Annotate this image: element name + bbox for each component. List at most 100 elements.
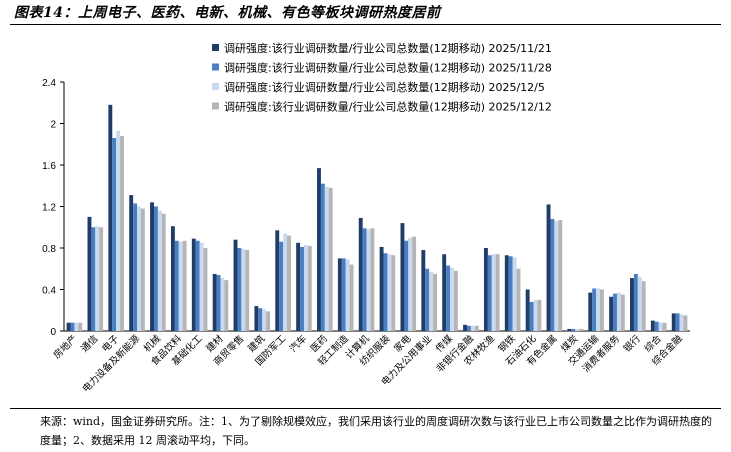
bar	[328, 187, 333, 331]
bar	[140, 208, 145, 331]
bar	[95, 226, 100, 331]
bar	[237, 248, 242, 331]
bar	[129, 195, 134, 331]
bar	[224, 280, 229, 331]
bar	[391, 255, 396, 331]
bar	[258, 308, 263, 331]
bar	[425, 268, 430, 331]
bar	[662, 322, 667, 331]
bar	[108, 104, 113, 331]
y-tick-label: 0.8	[42, 244, 56, 255]
bar	[358, 217, 363, 331]
bar	[596, 288, 600, 331]
y-tick-label: 2.4	[42, 78, 56, 89]
bar	[529, 301, 534, 331]
bar	[133, 203, 138, 331]
source-rule	[10, 408, 721, 409]
bar	[345, 259, 350, 331]
bar	[283, 233, 287, 331]
bar	[592, 288, 597, 331]
bar	[170, 226, 175, 331]
bar	[616, 292, 621, 331]
bar	[433, 273, 437, 331]
bar	[550, 218, 555, 331]
bar	[296, 242, 301, 331]
bar	[470, 325, 475, 331]
bar	[174, 240, 179, 331]
bar	[446, 265, 451, 331]
bar	[654, 321, 659, 331]
bar	[483, 248, 488, 331]
bar	[66, 322, 71, 331]
bar	[404, 240, 409, 331]
bar	[546, 204, 551, 331]
bar	[99, 227, 104, 331]
legend-label: 调研强度:该行业调研数量/行业公司总数量(12期移动) 2025/11/28	[224, 61, 552, 75]
bar	[157, 210, 162, 331]
y-tick-label: 0.4	[42, 286, 56, 297]
bar	[337, 258, 342, 332]
bar	[400, 223, 405, 331]
bar	[137, 206, 141, 331]
x-tick-label: 通信	[78, 333, 100, 355]
bar	[161, 213, 166, 331]
legend-swatch	[212, 44, 219, 51]
bar	[467, 325, 471, 331]
bar	[487, 255, 492, 331]
title-rule	[10, 24, 721, 25]
y-tick-label: 1.6	[42, 161, 56, 172]
bar	[220, 278, 225, 331]
bar	[212, 273, 217, 331]
bar	[600, 289, 604, 331]
bar	[195, 240, 200, 331]
legend-swatch	[212, 102, 219, 110]
bar	[463, 324, 467, 331]
bar	[533, 299, 538, 332]
bar	[512, 257, 517, 331]
bar	[620, 294, 625, 331]
bar	[74, 322, 79, 331]
bar	[91, 227, 96, 331]
bar	[421, 250, 426, 331]
bar	[303, 244, 308, 331]
bar	[679, 314, 684, 331]
bar	[495, 254, 500, 331]
bar	[558, 219, 563, 331]
bar	[525, 289, 530, 331]
bar	[317, 168, 321, 331]
bar	[641, 281, 646, 331]
bar	[575, 328, 580, 331]
bar	[453, 270, 458, 331]
legend-swatch	[212, 63, 219, 71]
bar	[275, 230, 280, 331]
y-tick-label: 1.2	[42, 203, 56, 214]
bar	[87, 216, 92, 332]
bar	[567, 328, 572, 331]
bar	[150, 202, 154, 331]
legend-swatch	[212, 83, 219, 90]
y-tick-label: 2	[50, 120, 56, 131]
bar	[199, 242, 204, 331]
bar	[362, 228, 367, 331]
bar	[379, 246, 384, 331]
bar	[637, 277, 642, 331]
bar	[349, 264, 354, 331]
bar	[408, 237, 413, 332]
legend-label: 调研强度:该行业调研数量/行业公司总数量(12期移动) 2025/12/5	[224, 80, 545, 94]
bar	[609, 296, 614, 331]
x-tick-label: 汽车	[287, 333, 309, 355]
bar	[508, 256, 513, 331]
bar	[112, 138, 117, 331]
bar	[442, 254, 447, 331]
bar	[324, 186, 329, 331]
bar	[683, 315, 688, 331]
bar	[116, 130, 121, 331]
source-note: 来源：wind，国金证券研究所。注：1、为了剔除规模效应，我们采用该行业的周度调…	[40, 415, 713, 447]
bar	[182, 240, 187, 331]
bar	[366, 229, 371, 331]
bar	[287, 235, 291, 331]
bar	[78, 322, 83, 331]
bar	[633, 273, 638, 331]
bar	[474, 325, 479, 331]
